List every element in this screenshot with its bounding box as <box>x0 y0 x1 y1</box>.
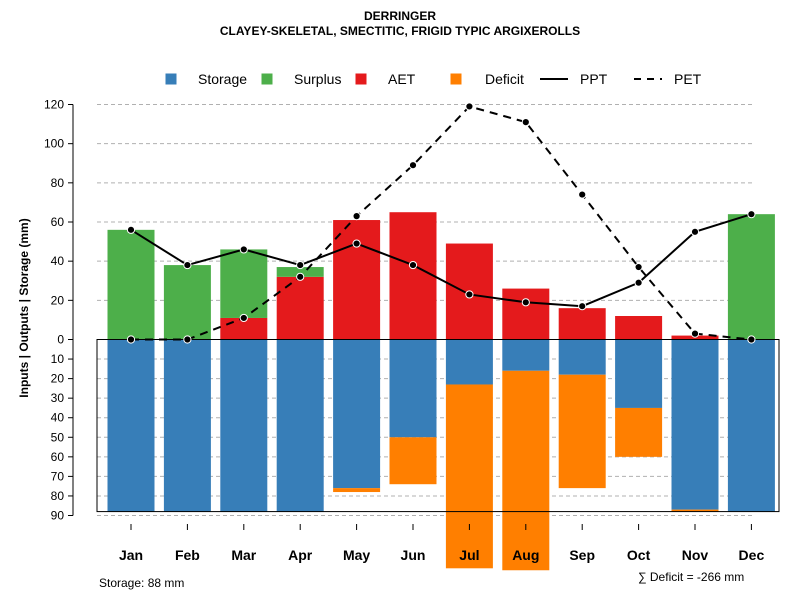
chart-subtitle: CLAYEY-SKELETAL, SMECTITIC, FRIGID TYPIC… <box>219 24 581 38</box>
ppt-point <box>352 239 361 248</box>
y-tick-label: 10 <box>51 352 65 366</box>
x-tick-label: Apr <box>288 547 313 563</box>
y-tick-label: 40 <box>51 411 65 425</box>
deficit-bar <box>445 384 493 569</box>
pet-point <box>408 161 418 170</box>
y-tick-label: 60 <box>51 215 65 229</box>
chart-title: DERRINGER <box>363 9 436 23</box>
storage-bar <box>502 339 550 371</box>
deficit-bar <box>558 374 606 489</box>
surplus-bar <box>727 214 775 340</box>
x-tick-label: Feb <box>175 547 200 563</box>
ppt-point <box>239 245 248 254</box>
storage-bar <box>671 339 719 510</box>
y-tick-label: 120 <box>44 98 64 112</box>
y-tick-label: 90 <box>51 509 65 523</box>
pet-point <box>578 190 587 199</box>
legend-label-ppt: PPT <box>580 71 608 87</box>
y-tick-label: 80 <box>51 489 65 503</box>
legend-label-surplus: Surplus <box>294 71 341 87</box>
deficit-footnote: ∑ Deficit = -266 mm <box>638 570 745 584</box>
y-tick-label: 100 <box>44 137 64 151</box>
ppt-point <box>126 225 136 234</box>
ppt-point <box>408 260 418 270</box>
x-tick-label: Jun <box>401 547 426 563</box>
pet-point <box>126 335 136 344</box>
ppt-point <box>465 290 474 299</box>
legend-swatch-deficit <box>450 73 462 85</box>
aet-bar <box>389 212 437 340</box>
pet-point <box>747 335 756 344</box>
storage-bar <box>163 339 211 512</box>
surplus-bar <box>163 265 211 340</box>
x-tick-label: Dec <box>739 547 765 563</box>
deficit-bar <box>333 488 381 493</box>
ppt-point <box>296 260 305 270</box>
y-tick-label: 30 <box>51 391 65 405</box>
aet-bar <box>558 308 606 340</box>
x-tick-label: Jan <box>119 547 143 563</box>
x-tick-label: Sep <box>569 547 595 563</box>
x-tick-label: Jul <box>459 547 479 563</box>
pet-point <box>465 102 474 111</box>
x-tick-label: Aug <box>512 547 539 563</box>
ppt-point <box>747 210 756 219</box>
storage-bar <box>558 339 606 375</box>
y-tick-label: 0 <box>57 333 64 347</box>
deficit-bar <box>389 437 437 485</box>
pet-point <box>352 212 361 221</box>
y-tick-label: 80 <box>51 176 65 190</box>
pet-point <box>521 118 530 127</box>
x-tick-label: Oct <box>627 547 651 563</box>
storage-bar <box>389 339 437 438</box>
storage-bar <box>107 339 155 512</box>
x-tick-label: Nov <box>682 547 709 563</box>
legend-swatch-storage <box>165 73 177 85</box>
pet-point <box>183 335 192 344</box>
storage-bar <box>615 339 663 408</box>
surplus-bar <box>107 229 155 340</box>
storage-bar <box>727 339 775 512</box>
aet-bar <box>276 276 324 340</box>
pet-point <box>634 262 643 272</box>
y-tick-label: 60 <box>51 450 65 464</box>
surplus-bar <box>220 249 268 318</box>
pet-point <box>239 313 248 323</box>
legend-swatch-surplus <box>261 73 273 85</box>
x-tick-label: Mar <box>231 547 256 563</box>
y-tick-label: 40 <box>51 254 65 268</box>
ppt-line <box>130 213 752 308</box>
legend-label-deficit: Deficit <box>485 71 524 87</box>
storage-bar <box>333 339 381 489</box>
aet-bar <box>615 316 663 340</box>
storage-bar <box>220 339 268 512</box>
ppt-point <box>690 227 700 236</box>
ppt-point <box>578 302 587 311</box>
pet-point <box>296 272 305 281</box>
y-tick-label: 50 <box>51 430 65 444</box>
pet-point <box>690 329 700 338</box>
aet-bar <box>333 220 381 340</box>
ppt-point <box>183 260 192 270</box>
storage-bar <box>445 339 493 385</box>
legend-swatch-aet <box>355 73 367 85</box>
storage-footnote: Storage: 88 mm <box>99 576 185 590</box>
surplus-bar <box>276 267 324 277</box>
y-tick-label: 20 <box>51 372 65 386</box>
deficit-bar <box>502 370 550 571</box>
y-axis-label: Inputs | Outputs | Storage (mm) <box>17 218 31 397</box>
ppt-point <box>634 278 643 287</box>
y-tick-label: 20 <box>51 293 65 307</box>
x-tick-label: May <box>343 547 370 563</box>
legend-label-storage: Storage <box>198 71 247 87</box>
ppt-point <box>521 298 530 307</box>
storage-bar <box>276 339 324 512</box>
aet-bar <box>502 288 550 340</box>
legend-label-aet: AET <box>388 71 416 87</box>
y-tick-label: 70 <box>51 469 65 483</box>
deficit-bar <box>671 509 719 512</box>
deficit-bar <box>615 407 663 457</box>
legend-label-pet: PET <box>674 71 702 87</box>
